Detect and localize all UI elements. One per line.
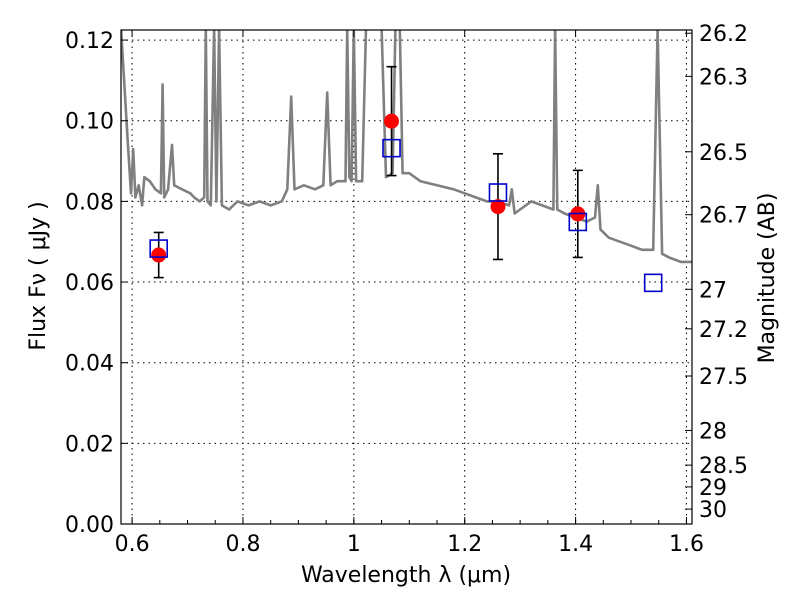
y-axis-title: Flux Fν ( μJy ) xyxy=(26,201,51,350)
y-axis-ticks: 0.00 0.02 0.04 0.06 0.08 0.10 0.12 xyxy=(65,29,128,538)
observed-point xyxy=(490,199,506,215)
observed-point xyxy=(151,247,167,263)
x-tick-label: 0.6 xyxy=(115,532,150,557)
model-point xyxy=(568,212,588,232)
model-spectrum-layer xyxy=(121,30,692,264)
model-spectrum-line xyxy=(121,30,692,264)
magnitude-axis-title: Magnitude (AB) xyxy=(755,193,780,364)
x-tick-label: 1.2 xyxy=(447,532,482,557)
observed-points-layer xyxy=(151,113,586,263)
magnitude-tick-label: 27.5 xyxy=(699,365,748,390)
magnitude-tick-label: 26.7 xyxy=(699,204,748,229)
magnitude-tick-label: 26.3 xyxy=(699,65,748,90)
model-point xyxy=(149,239,168,258)
plot-frame xyxy=(120,29,693,525)
x-tick-label: 1.4 xyxy=(558,532,593,557)
magnitude-tick-label: 26.2 xyxy=(699,22,748,47)
model-point xyxy=(382,138,401,158)
magnitude-tick-label: 27.2 xyxy=(699,318,748,343)
y-tick-label: 0.10 xyxy=(65,110,114,135)
x-tick-label: 1 xyxy=(347,532,361,557)
magnitude-tick-label: 30 xyxy=(699,498,727,523)
x-axis-ticks: 0.6 0.8 1 1.2 1.4 1.6 xyxy=(115,30,704,557)
observed-point xyxy=(384,113,400,129)
y-tick-label: 0.06 xyxy=(65,271,114,296)
x-tick-label: 1.6 xyxy=(669,532,704,557)
x-axis-title: Wavelength λ (μm) xyxy=(301,563,511,588)
magnitude-tick-label: 26.5 xyxy=(699,141,748,166)
magnitude-tick-label: 28.5 xyxy=(699,454,748,479)
magnitude-tick-label: 27 xyxy=(699,278,727,303)
y-tick-label: 0.08 xyxy=(65,190,114,215)
model-points-layer xyxy=(149,138,663,293)
y-tick-label: 0.04 xyxy=(65,352,114,377)
y-tick-label: 0.00 xyxy=(65,513,114,538)
x-tick-label: 0.8 xyxy=(225,532,260,557)
magnitude-tick-label: 28 xyxy=(699,419,727,444)
magnitude-tick-label: 29 xyxy=(699,476,727,501)
model-point xyxy=(643,273,663,293)
y-tick-label: 0.12 xyxy=(65,29,114,54)
y-tick-label: 0.02 xyxy=(65,432,114,457)
model-point xyxy=(488,183,508,202)
